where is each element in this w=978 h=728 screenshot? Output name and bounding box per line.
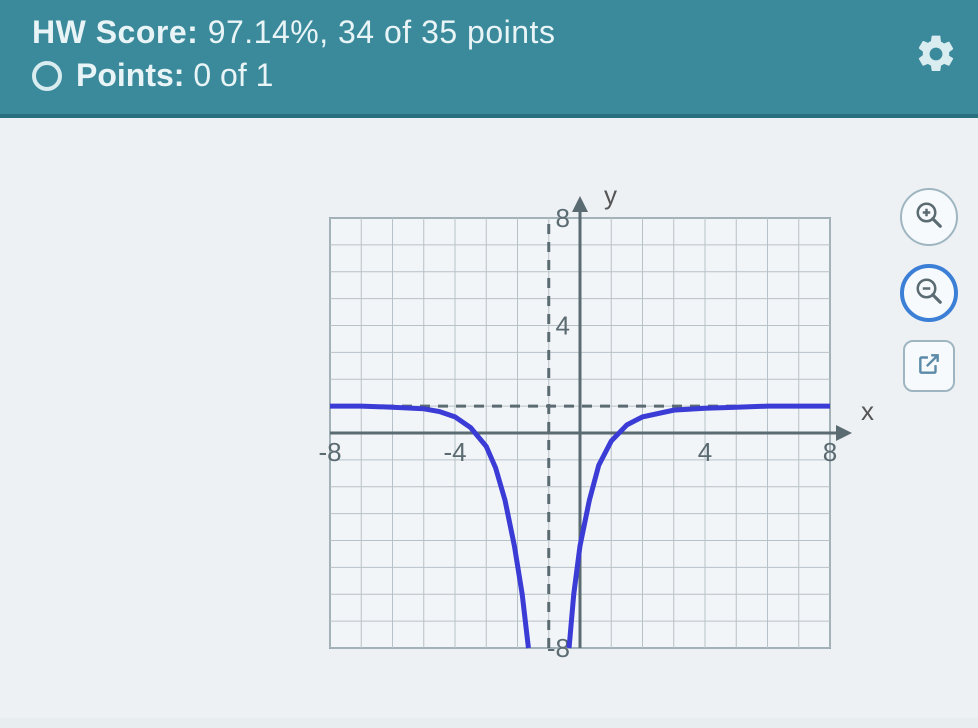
chart-svg: -8 -4 4 8 -8 4 8	[300, 188, 860, 678]
svg-text:4: 4	[698, 437, 712, 467]
progress-circle-icon	[32, 61, 62, 91]
zoom-in-icon	[914, 200, 944, 235]
y-axis-label: y	[604, 180, 617, 211]
zoom-out-button[interactable]	[900, 264, 958, 322]
x-axis-label: x	[861, 396, 874, 427]
zoom-in-button[interactable]	[900, 188, 958, 246]
hw-score-line: HW Score: 97.14%, 34 of 35 points	[32, 14, 914, 51]
score-header: HW Score: 97.14%, 34 of 35 points Points…	[0, 0, 978, 118]
points-label: Points:	[76, 57, 184, 93]
svg-text:-8: -8	[318, 437, 341, 467]
content-area: y x -8 -4 4 8 -8 4 8	[0, 118, 978, 718]
zoom-out-icon	[914, 276, 944, 311]
svg-text:8: 8	[823, 437, 837, 467]
svg-text:-4: -4	[443, 437, 466, 467]
function-graph: y x -8-448-848	[300, 188, 860, 688]
hw-score-value: 97.14%, 34 of 35 points	[208, 14, 556, 50]
gear-icon	[914, 63, 958, 80]
svg-text:4: 4	[556, 311, 570, 341]
graph-tools	[900, 188, 958, 392]
svg-text:8: 8	[556, 203, 570, 233]
hw-score-label: HW Score:	[32, 14, 198, 50]
points-value: 0 of 1	[193, 57, 273, 93]
header-text-block: HW Score: 97.14%, 34 of 35 points Points…	[32, 14, 914, 94]
svg-text:-8: -8	[547, 633, 570, 663]
popout-icon	[916, 351, 942, 382]
popout-button[interactable]	[903, 340, 955, 392]
points-line: Points: 0 of 1	[32, 57, 914, 94]
settings-button[interactable]	[914, 14, 958, 81]
